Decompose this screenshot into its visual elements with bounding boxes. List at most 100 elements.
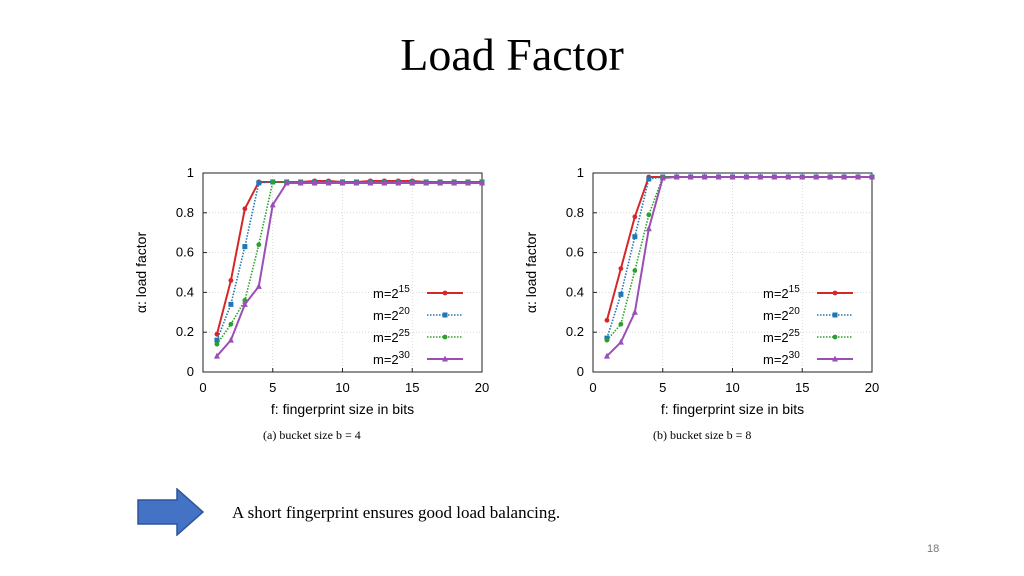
data-point bbox=[771, 173, 778, 180]
x-axis-label: f: fingerprint size in bits bbox=[661, 401, 804, 417]
data-point bbox=[869, 173, 875, 180]
page-number: 18 bbox=[927, 543, 940, 555]
data-point bbox=[632, 268, 638, 273]
data-point bbox=[451, 179, 458, 186]
x-tick-label: 20 bbox=[865, 380, 879, 395]
data-point bbox=[757, 173, 764, 180]
data-point bbox=[701, 173, 708, 180]
data-point bbox=[227, 336, 234, 343]
y-tick-label: 0.4 bbox=[566, 284, 584, 299]
series-m=230 bbox=[603, 173, 875, 359]
data-point bbox=[832, 355, 838, 362]
y-tick-label: 0 bbox=[577, 364, 584, 379]
load-factor-chart-b: 0 5 10 15 20 0 0.2 0.4 0.6 0.8 1 f: fingerprint siz… bbox=[523, 165, 879, 417]
y-tick-label: 0.2 bbox=[176, 324, 194, 339]
data-point bbox=[409, 179, 416, 186]
data-point bbox=[256, 180, 262, 186]
series-m=230 bbox=[213, 179, 485, 359]
data-point bbox=[214, 337, 220, 343]
data-point bbox=[827, 173, 834, 180]
data-point bbox=[659, 174, 666, 181]
data-point bbox=[832, 334, 838, 340]
data-point bbox=[214, 331, 220, 337]
right-arrow-icon bbox=[137, 488, 205, 536]
legend-label: m=215 bbox=[763, 284, 800, 301]
data-point bbox=[785, 173, 792, 180]
data-point bbox=[353, 179, 360, 186]
y-tick-label: 0.6 bbox=[566, 245, 584, 260]
x-tick-label: 10 bbox=[725, 380, 739, 395]
data-point bbox=[242, 244, 248, 250]
data-point bbox=[228, 301, 234, 307]
data-point bbox=[617, 338, 624, 345]
data-point bbox=[743, 173, 750, 180]
data-point bbox=[297, 179, 304, 186]
data-point bbox=[855, 173, 862, 180]
x-tick-label: 15 bbox=[795, 380, 809, 395]
legend-label: m=220 bbox=[763, 306, 800, 323]
data-point bbox=[631, 308, 638, 315]
data-point bbox=[618, 266, 624, 271]
data-point bbox=[632, 234, 638, 240]
data-point bbox=[269, 201, 276, 208]
legend-label: m=220 bbox=[373, 306, 410, 323]
data-point bbox=[813, 173, 820, 180]
data-point bbox=[479, 179, 485, 186]
series-line bbox=[606, 175, 872, 357]
y-tick-label: 0.8 bbox=[176, 205, 194, 220]
x-tick-label: 5 bbox=[659, 380, 666, 395]
y-tick-label: 0.2 bbox=[566, 324, 584, 339]
data-point bbox=[270, 179, 276, 185]
data-point bbox=[646, 212, 652, 218]
load-factor-chart-a: 0 5 10 15 20 0 0.2 0.4 0.6 0.8 1 f: fingerprint siz… bbox=[133, 165, 489, 417]
series-line bbox=[216, 181, 482, 341]
series-line bbox=[216, 181, 482, 357]
legend-label: m=230 bbox=[763, 350, 800, 367]
data-point bbox=[729, 173, 736, 180]
data-point bbox=[311, 179, 318, 186]
data-point bbox=[646, 176, 652, 182]
data-point bbox=[255, 282, 262, 289]
data-point bbox=[241, 300, 248, 307]
data-point bbox=[715, 173, 722, 180]
data-point bbox=[442, 312, 448, 318]
data-point bbox=[395, 179, 402, 186]
data-point bbox=[645, 225, 652, 232]
data-point bbox=[618, 321, 624, 327]
data-point bbox=[832, 312, 838, 318]
x-tick-label: 10 bbox=[335, 380, 349, 395]
data-point bbox=[256, 242, 262, 248]
data-point bbox=[339, 179, 346, 186]
y-axis-label: α: load factor bbox=[523, 232, 539, 314]
data-point bbox=[423, 179, 430, 186]
data-point bbox=[381, 179, 388, 186]
chart-a-caption: (a) bucket size b = 4 bbox=[263, 428, 361, 442]
x-tick-label: 0 bbox=[199, 380, 206, 395]
data-point bbox=[673, 173, 680, 180]
x-tick-label: 15 bbox=[405, 380, 419, 395]
data-point bbox=[283, 179, 290, 186]
data-point bbox=[325, 179, 332, 186]
y-tick-label: 0 bbox=[187, 364, 194, 379]
data-point bbox=[632, 214, 638, 220]
data-point bbox=[213, 352, 220, 359]
data-point bbox=[442, 334, 448, 340]
x-axis-label: f: fingerprint size in bits bbox=[271, 401, 414, 417]
slide-title: Load Factor bbox=[400, 29, 624, 80]
data-point bbox=[367, 179, 374, 186]
y-tick-label: 0.6 bbox=[176, 245, 194, 260]
data-point bbox=[604, 317, 610, 323]
data-point bbox=[228, 321, 234, 327]
y-axis-label: α: load factor bbox=[133, 232, 149, 314]
data-point bbox=[687, 173, 694, 180]
data-point bbox=[442, 290, 448, 296]
data-point bbox=[442, 355, 448, 362]
series-m=225 bbox=[214, 179, 485, 347]
x-tick-label: 0 bbox=[589, 380, 596, 395]
data-point bbox=[214, 341, 220, 347]
chart-b-caption: (b) bucket size b = 8 bbox=[653, 428, 752, 442]
data-point bbox=[604, 337, 610, 343]
data-point bbox=[841, 173, 848, 180]
series-line bbox=[605, 175, 872, 321]
data-point bbox=[832, 290, 838, 296]
